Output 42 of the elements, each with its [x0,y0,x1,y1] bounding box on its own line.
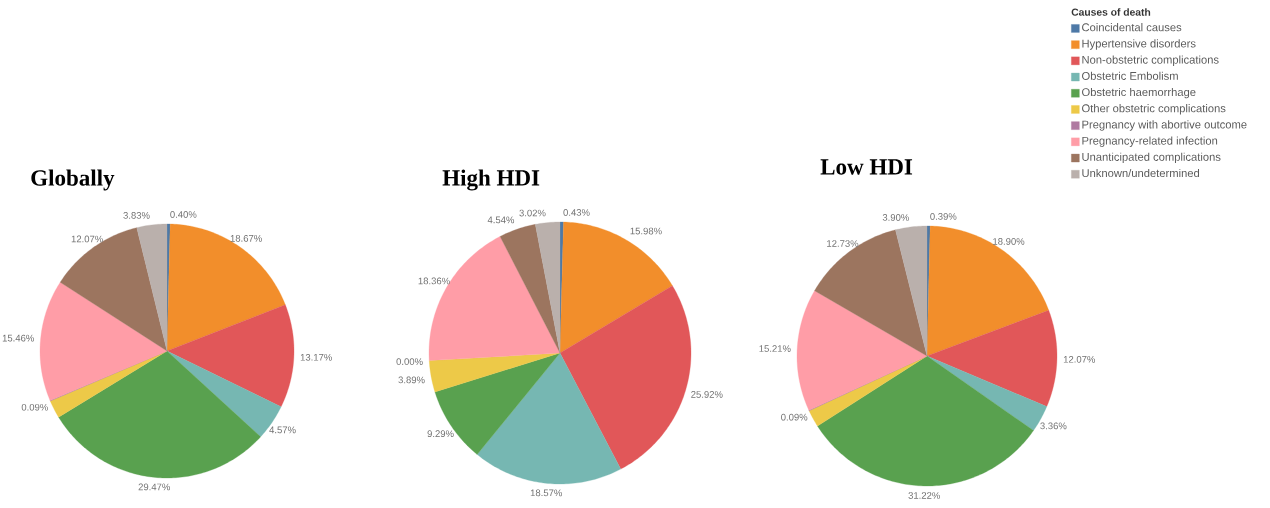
data-label: 15.98% [630,227,662,235]
data-label: 18.57% [530,489,562,497]
legend-label: Coincidental causes [1082,23,1182,32]
data-label: 4.57% [269,426,296,434]
legend-label: Pregnancy-related infection [1082,136,1218,147]
data-label: 0.09% [781,413,808,421]
data-label: 12.07% [71,235,103,243]
legend-label: Obstetric haemorrhage [1082,87,1196,99]
data-label: 3.02% [519,209,546,217]
data-label: 31.22% [908,492,940,499]
chart-title: Globally [31,169,115,191]
data-label: 3.89% [398,376,425,384]
data-label: 12.73% [827,240,859,247]
data-label: 15.46% [2,334,34,342]
data-label: 3.36% [1040,422,1067,430]
text: Low HDI [820,159,913,175]
data-label: 18.36% [418,277,450,285]
data-label: 15.21% [759,345,791,352]
text: 0.00% [396,358,423,365]
legend-label: Unknown/undetermined [1082,168,1200,178]
data-label: 0.09% [21,403,48,411]
data-label: 9.29% [427,430,454,438]
legend-label: Unanticipated complications [1082,152,1221,164]
legend-label: Obstetric Embolism [1082,71,1178,80]
data-label: 4.54% [487,216,515,224]
legend-label: Non-obstetric complications [1082,55,1219,66]
data-label: 25.92% [691,391,723,398]
data-label: 12.07% [1063,355,1096,363]
legend-label: Other obstetric complications [1082,104,1226,115]
data-label: 13.17% [300,353,332,361]
data-label: 0.43% [563,209,590,216]
data-label: 3.83% [123,212,150,219]
legend-title: Causes of death [1071,8,1151,16]
data-label: 0.39% [930,213,957,220]
data-label: 18.67% [230,235,262,242]
legend-label: Pregnancy with abortive outcome [1082,120,1247,131]
legend-label: Hypertensive disorders [1082,39,1196,50]
data-label: 3.90% [882,214,909,221]
chart-title: High HDI [442,169,540,191]
data-label: 0.40% [170,211,197,218]
data-label: 18.90% [993,238,1025,245]
data-label: 29.47% [138,483,170,491]
